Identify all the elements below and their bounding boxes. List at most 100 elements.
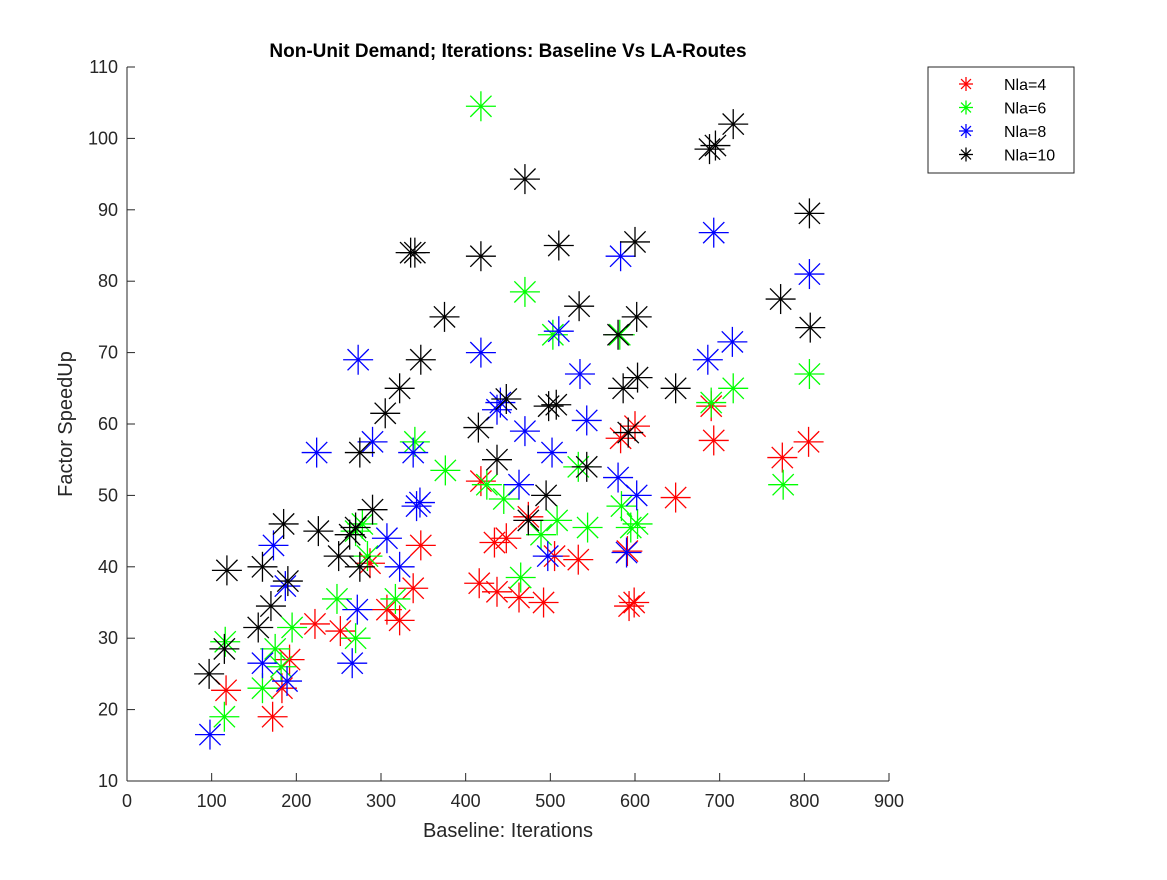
data-point [247, 551, 278, 582]
data-point [258, 530, 289, 561]
legend-box [927, 66, 1075, 174]
data-point [660, 482, 691, 513]
data-point [698, 425, 729, 456]
data-point [325, 616, 356, 647]
x-tick-label: 500 [535, 791, 565, 811]
data-point [405, 530, 436, 561]
data-point [621, 480, 652, 511]
data-point [384, 551, 415, 582]
data-point [505, 562, 536, 593]
data-point [488, 483, 519, 514]
data-point [608, 373, 639, 404]
data-point [698, 217, 729, 248]
data-point [491, 384, 522, 415]
data-point [465, 466, 496, 497]
data-point [370, 398, 401, 429]
data-point [465, 91, 496, 122]
data-point [531, 480, 562, 511]
data-point [465, 337, 496, 368]
data-point [344, 551, 375, 582]
data-point [768, 469, 799, 500]
data-point [513, 505, 544, 536]
data-point [211, 555, 242, 586]
data-point [429, 301, 460, 332]
data-point [717, 326, 748, 357]
data-point [398, 573, 429, 604]
y-tick-label: 100 [88, 128, 118, 148]
tick-labels: 0 100 200 300 400 500 600 700 800 900 10 20 30 40 50 60… [88, 57, 904, 811]
data-point [272, 566, 303, 597]
legend-label: Nla=8 [1004, 124, 1046, 141]
x-tick-label: 0 [122, 791, 132, 811]
series-nla-6 [209, 91, 825, 732]
data-point [299, 608, 330, 639]
y-tick-label: 80 [98, 271, 118, 291]
data-point [465, 241, 496, 272]
data-point [718, 109, 749, 140]
x-tick-label: 200 [281, 791, 311, 811]
x-tick-label: 600 [620, 791, 650, 811]
data-point [343, 344, 374, 375]
data-point [533, 391, 564, 422]
data-point [605, 423, 636, 454]
data-point [357, 426, 388, 457]
data-point [571, 405, 602, 436]
data-point [541, 389, 572, 420]
data-point [692, 344, 723, 375]
data-point [209, 633, 240, 664]
data-point [384, 373, 415, 404]
data-point [718, 373, 749, 404]
data-point [509, 276, 540, 307]
legend-label: Nla=10 [1004, 148, 1055, 165]
data-point [606, 491, 637, 522]
data-point [765, 284, 796, 315]
data-point [504, 582, 535, 613]
data-point [564, 359, 595, 390]
data-point [564, 291, 595, 322]
data-point [528, 587, 559, 618]
y-tick-label: 50 [98, 485, 118, 505]
data-point [614, 591, 645, 622]
data-point [694, 134, 725, 165]
data-point [268, 508, 299, 539]
legend-marker [959, 147, 973, 162]
data-point [194, 658, 225, 689]
data-point [794, 198, 825, 229]
data-point [303, 516, 334, 547]
data-point [485, 387, 516, 418]
data-point [611, 537, 642, 568]
data-point [301, 437, 332, 468]
legend-entry: Nla=8 [959, 124, 1046, 141]
data-point [277, 612, 308, 643]
data-point [603, 462, 634, 493]
data-point [380, 583, 411, 614]
data-point [526, 519, 557, 550]
legend-marker [959, 124, 973, 138]
data-point [255, 591, 286, 622]
y-tick-label: 10 [98, 771, 118, 791]
data-point [405, 344, 436, 375]
data-point [357, 494, 388, 525]
data-point [257, 701, 288, 732]
data-point [463, 412, 494, 443]
data-point [700, 130, 731, 161]
x-tick-label: 800 [789, 791, 819, 811]
data-point [399, 237, 430, 268]
data-point [509, 416, 540, 447]
data-point [371, 523, 402, 554]
data-point [613, 417, 644, 448]
data-point [767, 442, 798, 473]
data-point [209, 701, 240, 732]
data-point [344, 437, 375, 468]
y-tick-label: 30 [98, 628, 118, 648]
data-point [266, 651, 297, 682]
data-point [399, 426, 430, 457]
data-point [509, 164, 540, 195]
data-point [272, 666, 303, 697]
data-point [572, 512, 603, 543]
x-tick-label: 400 [451, 791, 481, 811]
data-point [660, 373, 691, 404]
data-point [194, 719, 225, 750]
plot-background [127, 67, 889, 781]
